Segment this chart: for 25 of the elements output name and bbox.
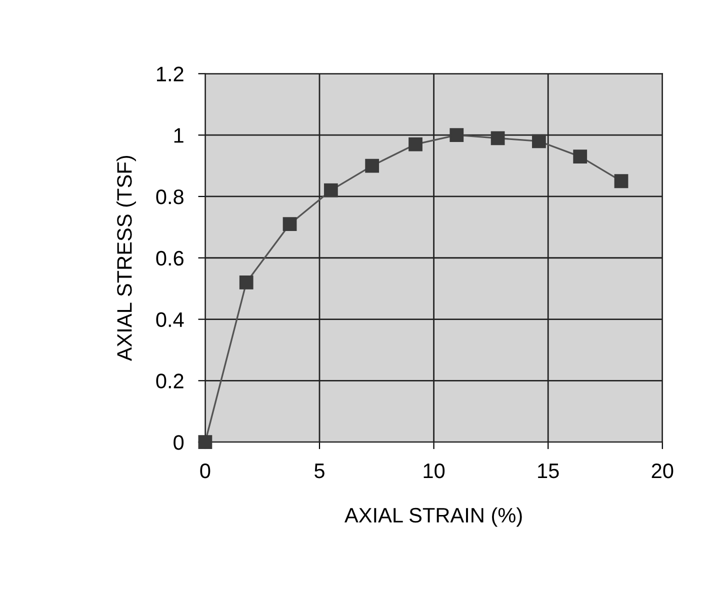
point: [365, 158, 380, 173]
point: [408, 137, 422, 152]
x-tick-label: 10: [424, 463, 445, 478]
x-tick-label: 0: [200, 463, 210, 478]
y-tick-label: 0.8: [156, 189, 184, 204]
x-tick-label: 20: [652, 463, 674, 478]
point: [573, 150, 588, 164]
y-tick-label: 1.2: [156, 66, 184, 82]
point: [324, 183, 338, 198]
y-tick-label: 0.6: [156, 250, 184, 266]
point: [450, 128, 464, 142]
x-tick-label: 15: [538, 464, 559, 478]
y-tick-label: 1: [174, 128, 184, 143]
point: [282, 217, 297, 232]
y-tick-label: 0.2: [156, 374, 184, 388]
point: [490, 131, 505, 146]
point: [239, 275, 254, 290]
point: [532, 134, 546, 148]
point: [198, 435, 212, 450]
x-axis-title: AXIAL STRAIN (%): [344, 507, 522, 527]
y-tick-label: 0: [174, 435, 184, 450]
point: [614, 174, 628, 188]
x-tick-label: 5: [314, 464, 324, 478]
y-tick-label: 0.4: [156, 312, 184, 328]
y-axis-title: AXIAL STRESS (TSF): [116, 156, 136, 362]
